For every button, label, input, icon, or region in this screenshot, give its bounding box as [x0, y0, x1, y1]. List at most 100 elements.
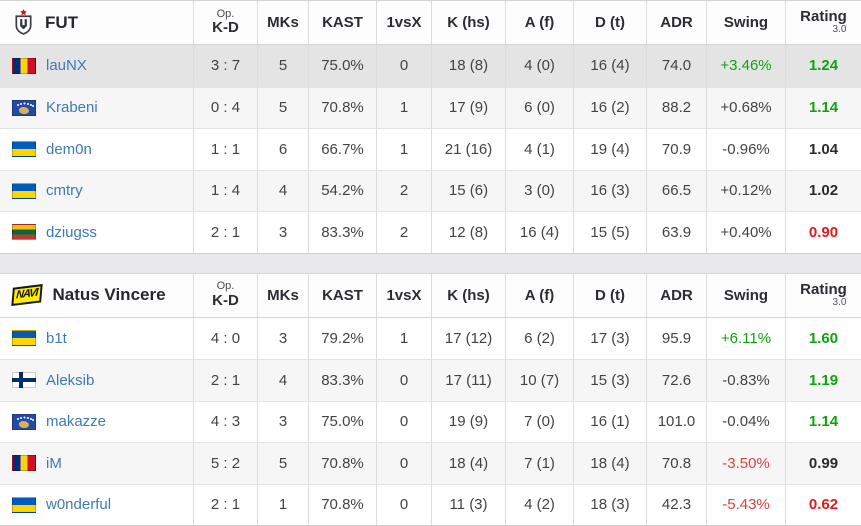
stat-kast: 70.8%	[308, 88, 376, 129]
stat-dt: 16 (3)	[573, 171, 646, 212]
stat-kast: 66.7%	[308, 129, 376, 170]
stat-mks: 4	[257, 171, 308, 212]
ukraine-flag-icon	[12, 330, 36, 346]
column-header-dt: D (t)	[573, 1, 646, 44]
stat-adr: 101.0	[646, 402, 706, 443]
ukraine-flag-icon	[12, 497, 36, 513]
stat-adr: 70.8	[646, 443, 706, 484]
stat-kd: 2 : 1	[193, 485, 257, 526]
player-link[interactable]: makazze	[46, 413, 106, 430]
stat-adr: 42.3	[646, 485, 706, 526]
stat-kast: 79.2%	[308, 318, 376, 360]
stat-khs: 21 (16)	[431, 129, 505, 170]
navi-team-logo-icon: NAVI	[11, 284, 43, 306]
column-header-label: Rating	[800, 282, 847, 298]
team-header-cell: NAVI Natus Vincere	[0, 274, 193, 317]
stat-dt: 17 (3)	[573, 318, 646, 360]
column-header-dt: D (t)	[573, 274, 646, 317]
column-header-adr: ADR	[646, 1, 706, 44]
stat-kast: 83.3%	[308, 360, 376, 401]
player-cell: w0nderful	[0, 485, 193, 526]
column-header-op-kd: Op.K-D	[193, 274, 257, 317]
stat-dt: 15 (5)	[573, 212, 646, 253]
stat-dt: 16 (4)	[573, 45, 646, 87]
team-name-link[interactable]: Natus Vincere	[52, 285, 165, 305]
column-header-khs: K (hs)	[431, 274, 505, 317]
column-header-swing: Swing	[706, 274, 785, 317]
stat-dt: 18 (4)	[573, 443, 646, 484]
player-cell: Krabeni	[0, 88, 193, 129]
player-link[interactable]: lauNX	[46, 57, 87, 74]
table-header-row: NAVI Natus Vincere Op.K-D MKs KAST 1vsX …	[0, 274, 861, 318]
player-link[interactable]: b1t	[46, 330, 67, 347]
stat-kast: 83.3%	[308, 212, 376, 253]
column-header-label: Rating	[800, 9, 847, 25]
column-header-adr: ADR	[646, 274, 706, 317]
stat-mks: 1	[257, 485, 308, 526]
player-link[interactable]: w0nderful	[46, 496, 111, 513]
stat-vsx: 0	[376, 402, 431, 443]
stat-vsx: 1	[376, 318, 431, 360]
stat-vsx: 2	[376, 171, 431, 212]
stat-rating: 0.62	[785, 485, 861, 526]
column-header-mks: MKs	[257, 274, 308, 317]
stat-kast: 75.0%	[308, 45, 376, 87]
stat-swing: -3.50%	[706, 443, 785, 484]
stat-rating: 1.14	[785, 88, 861, 129]
stat-dt: 18 (3)	[573, 485, 646, 526]
player-link[interactable]: Krabeni	[46, 99, 98, 116]
team-header-cell: FUT	[0, 1, 193, 44]
player-cell: b1t	[0, 318, 193, 360]
stat-af: 6 (2)	[505, 318, 573, 360]
kosovo-flag-icon	[12, 414, 36, 430]
lithuania-flag-icon	[12, 224, 36, 240]
stat-mks: 5	[257, 88, 308, 129]
stat-af: 4 (2)	[505, 485, 573, 526]
stat-swing: -5.43%	[706, 485, 785, 526]
stat-vsx: 0	[376, 45, 431, 87]
stat-swing: +3.46%	[706, 45, 785, 87]
ukraine-flag-icon	[12, 141, 36, 157]
column-header-kast: KAST	[308, 274, 376, 317]
stat-rating: 0.90	[785, 212, 861, 253]
stat-rating: 1.60	[785, 318, 861, 360]
team-name-link[interactable]: FUT	[45, 13, 78, 33]
stat-swing: -0.04%	[706, 402, 785, 443]
player-cell: cmtry	[0, 171, 193, 212]
player-link[interactable]: dem0n	[46, 141, 92, 158]
player-link[interactable]: iM	[46, 455, 62, 472]
player-link[interactable]: cmtry	[46, 182, 83, 199]
romania-flag-icon	[12, 455, 36, 471]
column-header-af: A (f)	[505, 274, 573, 317]
column-header-af: A (f)	[505, 1, 573, 44]
stat-mks: 4	[257, 360, 308, 401]
stat-vsx: 2	[376, 212, 431, 253]
stat-khs: 17 (12)	[431, 318, 505, 360]
stat-rating: 1.14	[785, 402, 861, 443]
stat-kast: 75.0%	[308, 402, 376, 443]
stat-rating: 1.19	[785, 360, 861, 401]
stat-swing: -0.83%	[706, 360, 785, 401]
player-link[interactable]: Aleksib	[46, 372, 94, 389]
stat-rating: 1.04	[785, 129, 861, 170]
section-gap	[0, 254, 861, 273]
stat-vsx: 0	[376, 443, 431, 484]
stat-af: 16 (4)	[505, 212, 573, 253]
column-header-label: K-D	[212, 293, 239, 309]
column-header-sub: 3.0	[833, 25, 847, 36]
player-link[interactable]: dziugss	[46, 224, 97, 241]
stat-vsx: 1	[376, 88, 431, 129]
stat-kast: 70.8%	[308, 443, 376, 484]
ukraine-flag-icon	[12, 183, 36, 199]
stat-vsx: 1	[376, 129, 431, 170]
team-stats-table-fut: FUT Op.K-D MKs KAST 1vsX K (hs) A (f) D …	[0, 0, 861, 254]
stat-kast: 54.2%	[308, 171, 376, 212]
kosovo-flag-icon	[12, 100, 36, 116]
stat-adr: 88.2	[646, 88, 706, 129]
stat-swing: +0.12%	[706, 171, 785, 212]
stat-dt: 15 (3)	[573, 360, 646, 401]
